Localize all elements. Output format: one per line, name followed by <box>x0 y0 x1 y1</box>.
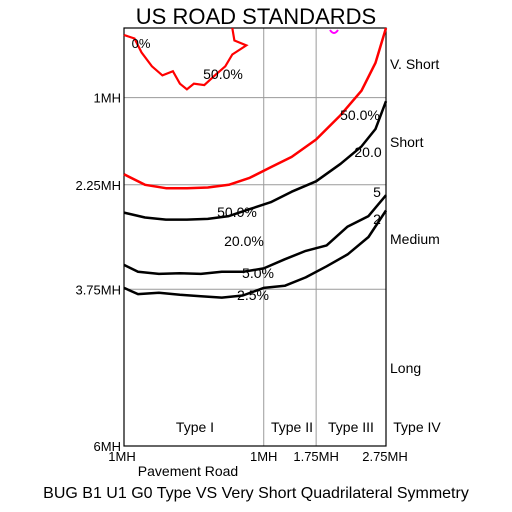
y-tick-label: 6MH <box>94 439 121 454</box>
distance-label: V. Short <box>390 56 439 72</box>
plot-frame <box>123 27 387 447</box>
x-tick-label: 1MH <box>250 449 277 464</box>
distance-label: Short <box>390 134 424 150</box>
distance-label: Medium <box>390 231 440 247</box>
x-tick-label: 1.75MH <box>293 449 339 464</box>
contour-label: 20.0 <box>354 144 381 160</box>
contour-line <box>123 100 388 221</box>
contour-label: 5.0% <box>242 265 274 281</box>
contour-label: 20.0% <box>224 233 264 249</box>
contour-line <box>123 194 387 276</box>
contour-label: 50.0% <box>203 66 243 82</box>
type-label: Type IV <box>393 419 441 435</box>
contour-line <box>123 27 388 190</box>
chart-title: US ROAD STANDARDS <box>135 4 377 29</box>
source-marker <box>329 29 339 34</box>
contour-label: 5 <box>373 184 381 200</box>
contour-line <box>123 209 388 299</box>
contour-label: 2.5% <box>237 287 269 303</box>
distance-label: Long <box>390 360 421 376</box>
x-axis-label: Pavement Road <box>138 463 238 479</box>
type-label: Type I <box>176 419 214 435</box>
type-label: Type III <box>328 419 374 435</box>
y-tick-label: 1MH <box>94 91 121 106</box>
x-tick-label: 1MH <box>108 449 135 464</box>
origin-label: 0% <box>132 36 151 51</box>
y-tick-label: 3.75MH <box>75 282 121 297</box>
y-tick-label: 2.25MH <box>75 178 121 193</box>
chart-caption: BUG B1 U1 G0 Type VS Very Short Quadrila… <box>43 485 469 502</box>
near-source-contour <box>123 27 249 91</box>
x-tick-label: 2.75MH <box>362 449 408 464</box>
contour-label: 50.0% <box>340 107 380 123</box>
contour-label: 50.0% <box>217 204 257 220</box>
contour-label: 2 <box>373 211 381 227</box>
type-label: Type II <box>271 419 313 435</box>
